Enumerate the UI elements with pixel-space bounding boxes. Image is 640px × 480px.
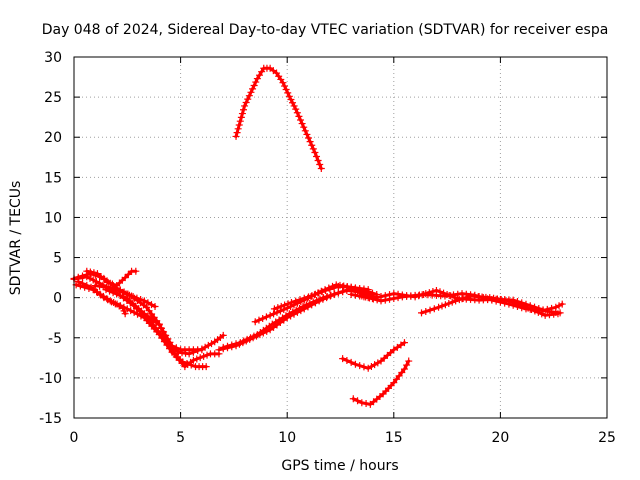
plus-markers xyxy=(232,64,325,173)
series-arc-4 xyxy=(74,278,129,318)
plus-markers xyxy=(91,282,159,310)
data-series xyxy=(70,64,566,408)
grid-lines xyxy=(74,57,607,418)
plus-markers xyxy=(349,357,413,408)
y-tick-label: -10 xyxy=(39,371,62,387)
series-arc-14 xyxy=(418,292,562,319)
series-arc-15 xyxy=(232,64,325,173)
y-tick-label: 20 xyxy=(44,130,62,146)
series-arc-5 xyxy=(83,267,140,290)
x-axis-label: GPS time / hours xyxy=(281,458,398,474)
y-tick-label: 0 xyxy=(53,291,62,307)
plus-markers xyxy=(418,292,562,319)
x-tick-label: 20 xyxy=(491,430,509,446)
plus-markers xyxy=(74,278,129,318)
y-tick-label: -15 xyxy=(39,411,62,427)
series-arc-17 xyxy=(349,357,413,408)
y-tick-label: 5 xyxy=(53,251,62,267)
x-tick-label: 25 xyxy=(598,430,616,446)
axis-ticks: 0 5 10 15 20 25 -15 -10 -5 0 5 10 15 20 25 30 xyxy=(39,50,616,446)
x-tick-label: 0 xyxy=(70,430,79,446)
chart-title: Day 048 of 2024, Sidereal Day-to-day VTE… xyxy=(42,22,609,38)
plus-markers xyxy=(339,339,408,372)
x-tick-label: 5 xyxy=(176,430,185,446)
series-arc-7 xyxy=(102,286,206,354)
trace-line xyxy=(234,66,323,171)
series-arc-6 xyxy=(91,282,159,310)
series-arc-11 xyxy=(270,282,372,313)
series-arc-16 xyxy=(339,339,408,372)
plus-markers xyxy=(270,282,372,313)
y-tick-label: 10 xyxy=(44,210,62,226)
y-tick-label: 15 xyxy=(44,170,62,186)
plus-markers xyxy=(83,267,140,290)
y-axis-label: SDTVAR / TECUs xyxy=(8,181,24,296)
x-tick-label: 10 xyxy=(278,430,296,446)
y-tick-label: -5 xyxy=(48,331,62,347)
plus-markers xyxy=(102,286,206,354)
y-tick-label: 30 xyxy=(44,50,62,66)
y-tick-label: 25 xyxy=(44,90,62,106)
x-tick-label: 15 xyxy=(385,430,403,446)
plot-frame xyxy=(73,56,608,419)
